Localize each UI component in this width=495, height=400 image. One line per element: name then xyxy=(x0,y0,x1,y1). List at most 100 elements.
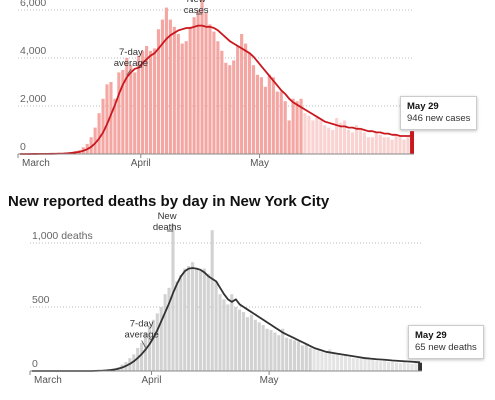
deaths-bar xyxy=(234,307,238,371)
cases-bar xyxy=(180,43,184,154)
cases-bar xyxy=(283,101,287,154)
cases-bar xyxy=(255,74,260,154)
cases-bar xyxy=(295,101,299,154)
cases-bar xyxy=(386,137,390,154)
cases-bar xyxy=(303,113,307,154)
cases-bar xyxy=(152,48,157,154)
deaths-bar xyxy=(183,268,187,371)
cases-bar xyxy=(160,19,165,154)
deaths-bar xyxy=(198,271,202,371)
deaths-bar xyxy=(402,362,406,371)
cases-avg-annotation: 7-day average xyxy=(114,47,148,69)
cases-bar xyxy=(188,26,192,154)
deaths-bar xyxy=(143,332,148,371)
deaths-bar xyxy=(316,350,320,371)
deaths-bar xyxy=(269,330,273,371)
cases-bar xyxy=(236,46,240,154)
deaths-bar xyxy=(175,281,179,371)
deaths-bar xyxy=(132,354,136,371)
deaths-bar xyxy=(312,349,316,371)
cases-bar xyxy=(315,118,319,154)
deaths-bar xyxy=(367,358,371,371)
deaths-bar xyxy=(230,294,234,371)
cases-bar xyxy=(331,130,335,154)
cases-bar xyxy=(192,17,196,155)
cases-bar xyxy=(121,70,125,154)
cases-bar xyxy=(93,127,97,154)
deaths-bar xyxy=(320,351,324,371)
cases-bar xyxy=(172,26,176,154)
deaths-avg-line xyxy=(31,267,421,372)
cases-bar xyxy=(101,98,105,154)
cases-bar xyxy=(339,122,343,154)
deaths-callout-value: 65 new deaths xyxy=(415,342,477,353)
deaths-ytick-label: 500 xyxy=(32,294,50,306)
cases-ytick-label: 0 xyxy=(20,141,26,153)
deaths-xtick-label: April xyxy=(142,375,162,386)
cases-bar xyxy=(378,134,382,154)
deaths-bar xyxy=(359,358,363,371)
cases-bar xyxy=(323,125,327,154)
cases-bar xyxy=(251,65,256,154)
cases-bar xyxy=(220,50,224,154)
cases-bar xyxy=(156,29,161,155)
cases-bar xyxy=(200,0,204,154)
cases-bar xyxy=(204,12,208,155)
deaths-bar xyxy=(159,307,163,371)
deaths-bar xyxy=(387,362,391,371)
cases-xtick-label: April xyxy=(131,158,151,169)
deaths-bar xyxy=(379,361,383,371)
deaths-last-bar xyxy=(418,362,422,371)
cases-bar xyxy=(390,139,394,154)
cases-bar xyxy=(145,46,149,154)
deaths-bar xyxy=(394,362,398,371)
cases-ytick-label: 6,000 xyxy=(20,0,46,9)
cases-bar xyxy=(109,82,113,154)
deaths-bar xyxy=(226,304,230,371)
deaths-bar xyxy=(191,262,195,371)
cases-bar xyxy=(117,72,121,154)
deaths-bar xyxy=(328,349,332,371)
deaths-avg-annotation: 7-day average xyxy=(124,318,158,340)
deaths-bar xyxy=(289,339,293,371)
deaths-bar xyxy=(351,358,355,371)
deaths-bar xyxy=(194,268,199,371)
cases-bar xyxy=(224,62,228,154)
cases-bar xyxy=(97,113,101,154)
cases-xtick-label: May xyxy=(250,158,269,169)
deaths-chart-panel: New reported deaths by day in New York C… xyxy=(0,185,495,400)
deaths-bar xyxy=(257,322,261,371)
deaths-bar xyxy=(171,223,175,371)
cases-bar xyxy=(291,98,295,154)
deaths-bar xyxy=(336,353,340,371)
cases-bar xyxy=(358,130,363,154)
cases-bar xyxy=(208,24,212,155)
cases-bar xyxy=(141,50,145,154)
cases-bar xyxy=(382,137,386,154)
deaths-bar xyxy=(206,273,210,371)
cases-bar xyxy=(259,77,264,154)
cases-bar xyxy=(125,58,129,154)
cases-bar xyxy=(307,115,311,154)
cases-bar xyxy=(394,134,398,154)
deaths-ytick-label: 1,000 deaths xyxy=(32,230,93,242)
deaths-bar xyxy=(410,363,414,371)
deaths-bar xyxy=(398,363,402,371)
deaths-bar xyxy=(155,313,159,371)
deaths-bar xyxy=(383,360,387,371)
deaths-bar xyxy=(285,337,289,371)
cases-bar xyxy=(402,139,406,154)
deaths-chart-title: New reported deaths by day in New York C… xyxy=(8,193,330,210)
cases-bar xyxy=(299,98,303,154)
cases-xtick-label: March xyxy=(22,158,50,169)
cases-bar xyxy=(216,41,220,155)
cases-bar xyxy=(287,120,291,154)
deaths-bar xyxy=(140,342,144,371)
deaths-bar xyxy=(371,359,375,371)
cases-bar xyxy=(346,130,351,154)
cases-bar xyxy=(279,91,283,154)
deaths-bar xyxy=(187,266,191,371)
cases-bar xyxy=(335,118,339,154)
